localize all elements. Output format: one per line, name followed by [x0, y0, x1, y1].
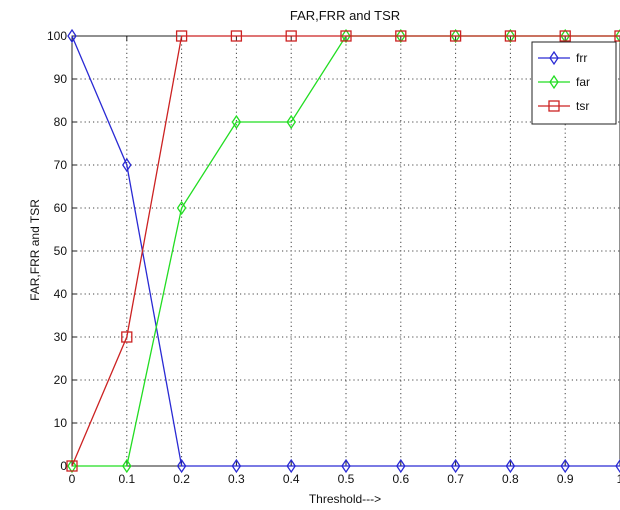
series-group [66, 28, 620, 474]
data-point-far [122, 458, 132, 474]
y-tick-label: 10 [54, 416, 68, 430]
series-tsr [66, 30, 620, 472]
data-point-frr [231, 458, 242, 474]
chart-title: FAR,FRR and TSR [290, 8, 400, 23]
data-point-frr [560, 458, 570, 474]
data-point-frr [505, 458, 516, 474]
y-tick-label: 100 [47, 29, 67, 43]
series-line-frr [71, 35, 620, 467]
legend-item-far: far [538, 74, 590, 90]
data-point-far [505, 28, 516, 44]
data-point-tsr [340, 30, 352, 42]
legend-marker-tsr [548, 100, 560, 112]
x-tick-label: 0.6 [392, 472, 409, 486]
data-point-far [396, 28, 406, 44]
x-tick-label: 0.2 [173, 472, 190, 486]
data-point-far [67, 458, 77, 474]
data-point-tsr [66, 460, 78, 472]
y-tick-label: 70 [54, 158, 68, 172]
x-tick-label: 0.9 [557, 472, 574, 486]
data-point-tsr [395, 30, 407, 42]
series-frr [67, 28, 620, 474]
legend-item-frr: frr [538, 50, 587, 66]
data-point-tsr [559, 30, 571, 42]
y-tick-label: 0 [60, 459, 67, 473]
data-point-tsr [614, 30, 620, 42]
x-tick-label: 0.4 [283, 472, 300, 486]
legend-label-frr: frr [576, 51, 587, 65]
x-tick-label: 0.7 [447, 472, 464, 486]
data-point-tsr [175, 30, 188, 42]
legend-label-far: far [576, 75, 590, 89]
data-point-far [176, 200, 187, 216]
data-point-frr [286, 458, 296, 474]
y-tick-label: 30 [54, 330, 68, 344]
legend-marker-frr [549, 50, 559, 66]
x-tick-label: 0.3 [228, 472, 245, 486]
y-axis-label: FAR,FRR and TSR [28, 199, 42, 301]
data-point-frr [615, 458, 620, 474]
y-tick-label: 40 [54, 287, 68, 301]
data-point-tsr [285, 30, 297, 42]
data-point-far [450, 28, 461, 44]
x-axis-label: Threshold---> [309, 492, 381, 506]
y-tick-label: 20 [54, 373, 68, 387]
data-point-frr [450, 458, 461, 474]
x-tick-label: 0.1 [118, 472, 135, 486]
data-point-far [341, 28, 351, 44]
data-point-frr [176, 458, 187, 474]
x-tick-label: 0.5 [338, 472, 355, 486]
data-point-tsr [449, 30, 462, 42]
data-point-tsr [230, 30, 243, 42]
data-point-tsr [121, 331, 133, 343]
x-tick-label: 0.8 [502, 472, 519, 486]
x-tick-label: 1 [617, 472, 620, 486]
data-point-frr [341, 458, 351, 474]
y-tick-label: 50 [54, 244, 68, 258]
legend-box [531, 41, 617, 125]
data-point-far [231, 114, 242, 130]
data-point-frr [396, 458, 406, 474]
y-tick-label: 90 [54, 72, 68, 86]
legend: frr far tsr [531, 41, 617, 125]
y-tick-label: 80 [54, 115, 68, 129]
series-line-tsr [71, 35, 620, 467]
legend-marker-far [549, 74, 559, 90]
axis-ticks: 00.10.20.30.40.50.60.70.80.9101020304050… [47, 29, 620, 486]
data-point-far [286, 114, 296, 130]
data-point-far [615, 28, 620, 44]
x-tick-label: 0 [69, 472, 76, 486]
legend-label-tsr: tsr [576, 99, 589, 113]
y-tick-label: 60 [54, 201, 68, 215]
data-point-frr [122, 157, 132, 173]
legend-item-tsr: tsr [538, 99, 589, 113]
data-point-tsr [504, 30, 517, 42]
data-point-frr [67, 28, 77, 44]
